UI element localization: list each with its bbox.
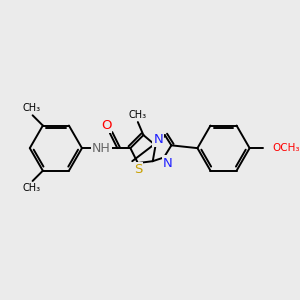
Text: N: N [163, 157, 172, 169]
Text: CH₃: CH₃ [22, 103, 41, 113]
Text: OCH₃: OCH₃ [272, 143, 299, 153]
Text: NH: NH [92, 142, 111, 154]
Text: S: S [134, 163, 142, 176]
Text: CH₃: CH₃ [129, 110, 147, 120]
Text: CH₃: CH₃ [22, 183, 41, 194]
Text: N: N [154, 133, 163, 146]
Text: O: O [101, 119, 111, 132]
